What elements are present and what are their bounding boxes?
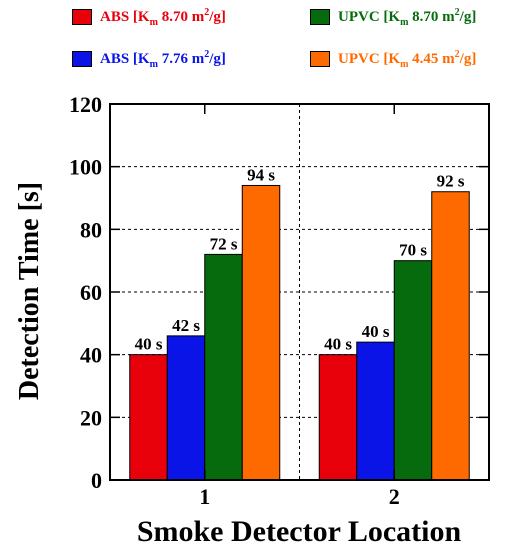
bar <box>166 335 206 481</box>
x-tick-label: 1 <box>199 484 210 509</box>
bars <box>129 184 470 481</box>
bar-value-label: 92 s <box>437 172 465 191</box>
y-tick-label: 20 <box>80 405 102 430</box>
x-tick-label: 2 <box>389 484 400 509</box>
legend-label: UPVC [Km 4.45 m2/g] <box>338 48 477 70</box>
bar-value-label: 94 s <box>247 165 275 184</box>
bar-value-label: 40 s <box>135 335 163 354</box>
y-tick-label: 120 <box>69 92 102 117</box>
legend: ABS [Km 8.70 m2/g] UPVC [Km 8.70 m2/g] A… <box>0 0 519 90</box>
bar <box>318 354 358 481</box>
legend-label: ABS [Km 8.70 m2/g] <box>100 6 226 28</box>
legend-item-abs-8-70: ABS [Km 8.70 m2/g] <box>72 5 226 29</box>
legend-swatch <box>72 51 92 67</box>
gridlines <box>110 104 489 480</box>
x-axis-label: Smoke Detector Location <box>137 515 462 548</box>
bar <box>129 354 168 481</box>
axes: 0 20 40 60 80 100 120 1 2 <box>69 92 490 509</box>
y-tick-label: 40 <box>80 343 102 368</box>
plot-frame <box>109 103 490 481</box>
bar <box>356 341 395 481</box>
legend-swatch <box>310 9 330 25</box>
bar <box>241 184 281 481</box>
y-tick-label: 0 <box>91 468 102 493</box>
bar-value-label: 42 s <box>172 316 200 335</box>
legend-label: ABS [Km 7.76 m2/g] <box>100 48 226 70</box>
bar-value-label: 40 s <box>324 335 352 354</box>
legend-item-upvc-4-45: UPVC [Km 4.45 m2/g] <box>310 47 476 71</box>
y-tick-label: 80 <box>80 217 102 242</box>
bar <box>204 253 243 481</box>
bar-value-label: 72 s <box>210 234 238 253</box>
bar-value-label: 70 s <box>399 241 427 260</box>
legend-swatch <box>310 51 330 67</box>
bar-labels: 40 s 42 s 72 s 94 s 40 s 40 s 70 s 92 s <box>135 165 465 353</box>
y-tick-label: 100 <box>69 155 102 180</box>
bar <box>431 191 470 481</box>
legend-item-abs-7-76: ABS [Km 7.76 m2/g] <box>72 47 226 71</box>
legend-item-upvc-8-70: UPVC [Km 8.70 m2/g] <box>310 5 476 29</box>
y-axis-label: Detection Time [s] <box>14 182 45 400</box>
bar <box>393 260 433 481</box>
bar-value-label: 40 s <box>362 322 390 341</box>
legend-swatch <box>72 9 92 25</box>
y-tick-label: 60 <box>80 280 102 305</box>
legend-label: UPVC [Km 8.70 m2/g] <box>338 6 477 28</box>
